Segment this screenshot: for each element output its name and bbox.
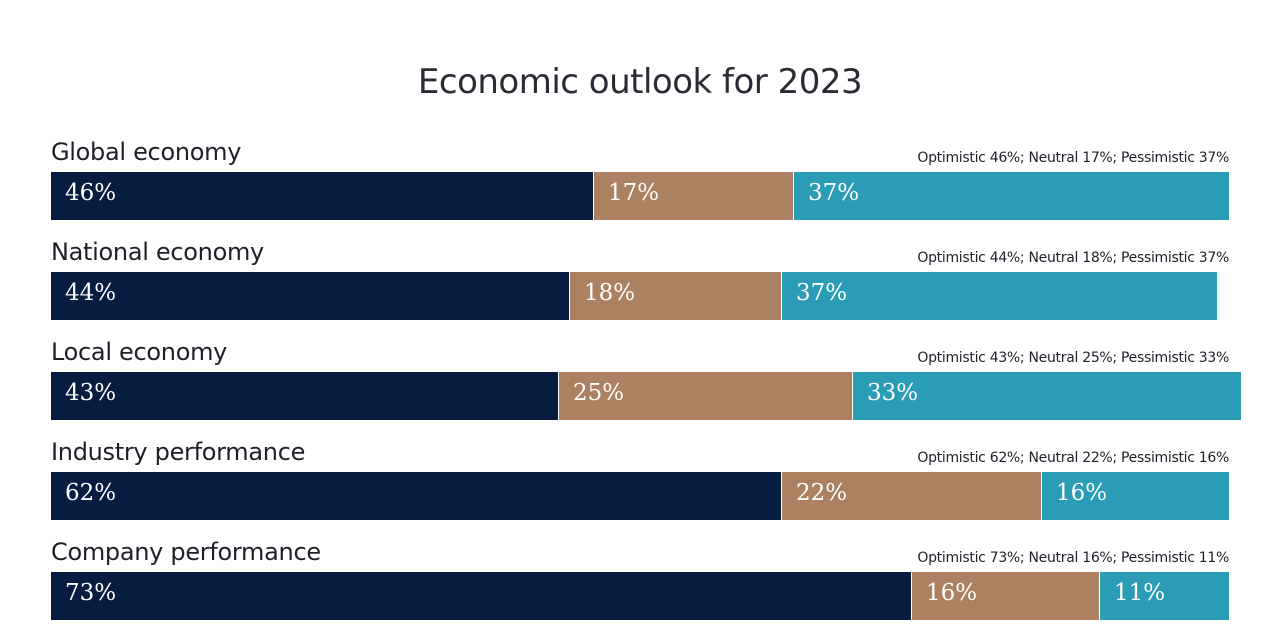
category-label: Global economy [51,138,242,166]
row-summary-text: Optimistic 44%; Neutral 18%; Pessimistic… [917,250,1229,266]
bar-segment-neutral: 18% [569,272,781,320]
bar-value-label: 43% [65,380,117,406]
bar-value-label: 22% [796,480,848,506]
bar-segment-pessimistic: 37% [781,272,1217,320]
stacked-bar: 46% 17% 37% [51,172,1229,220]
bar-value-label: 44% [65,280,117,306]
bar-value-label: 37% [796,280,848,306]
stacked-bar: 62% 22% 16% [51,472,1229,520]
bar-value-label: 25% [573,380,625,406]
chart-title: Economic outlook for 2023 [417,62,863,102]
bar-segment-neutral: 16% [911,572,1099,620]
bar-segment-optimistic: 62% [51,472,781,520]
bar-value-label: 18% [584,280,636,306]
chart-row: Global economy Optimistic 46%; Neutral 17… [51,138,1229,238]
bar-segment-optimistic: 46% [51,172,593,220]
chart-row: National economy Optimistic 44%; Neutral … [51,238,1229,338]
chart-row: Industry performance Optimistic 62%; Neut… [51,438,1229,538]
bar-value-label: 46% [65,180,117,206]
bar-segment-neutral: 22% [781,472,1041,520]
bar-segment-pessimistic: 11% [1099,572,1229,620]
stacked-bar: 44% 18% 37% [51,272,1229,320]
row-summary-text: Optimistic 62%; Neutral 22%; Pessimistic… [917,450,1229,466]
chart-row: Local economy Optimistic 43%; Neutral 25%… [51,338,1241,438]
category-label: Company performance [51,538,321,566]
bar-value-label: 73% [65,580,117,606]
bar-value-label: 17% [608,180,660,206]
bar-segment-neutral: 25% [558,372,852,420]
bar-value-label: 11% [1114,580,1166,606]
bar-value-label: 33% [867,380,919,406]
category-label: Industry performance [51,438,306,466]
bar-segment-pessimistic: 37% [793,172,1229,220]
bar-segment-optimistic: 43% [51,372,558,420]
category-label: Local economy [51,338,228,366]
bar-segment-pessimistic: 16% [1041,472,1229,520]
category-label: National economy [51,238,264,266]
bar-value-label: 16% [926,580,978,606]
bar-value-label: 37% [808,180,860,206]
bar-segment-optimistic: 73% [51,572,911,620]
chart-row: Company performance Optimistic 73%; Neutr… [51,538,1229,638]
bar-segment-neutral: 17% [593,172,793,220]
bar-value-label: 62% [65,480,117,506]
row-summary-text: Optimistic 43%; Neutral 25%; Pessimistic… [917,350,1229,366]
stacked-bar: 43% 25% 33% [51,372,1241,420]
bar-segment-optimistic: 44% [51,272,569,320]
bar-segment-pessimistic: 33% [852,372,1241,420]
bar-value-label: 16% [1056,480,1108,506]
row-summary-text: Optimistic 73%; Neutral 16%; Pessimistic… [917,550,1229,566]
stacked-bar: 73% 16% 11% [51,572,1229,620]
row-summary-text: Optimistic 46%; Neutral 17%; Pessimistic… [917,150,1229,166]
